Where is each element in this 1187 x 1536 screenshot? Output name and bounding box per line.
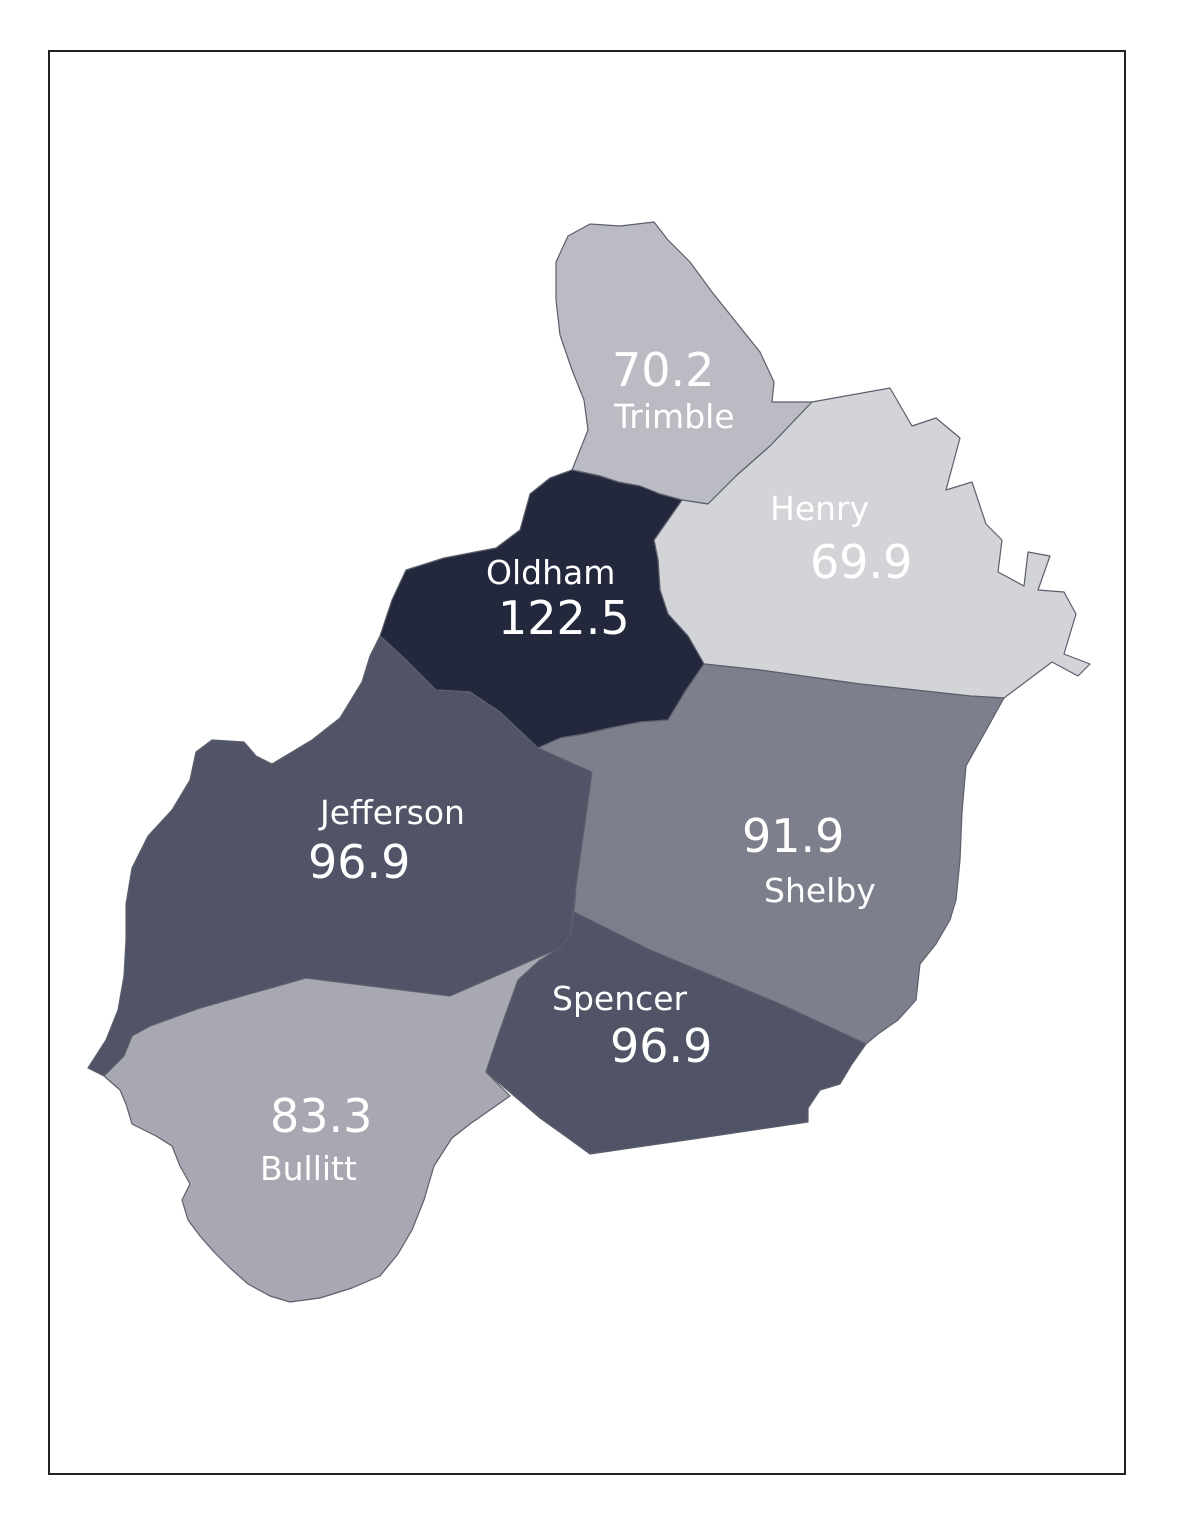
spencer-value: 96.9: [610, 1019, 712, 1073]
trimble-name: Trimble: [613, 397, 735, 436]
jefferson-value: 96.9: [308, 835, 410, 889]
trimble-value: 70.2: [612, 343, 714, 397]
jefferson-name: Jefferson: [318, 793, 465, 832]
bullitt-name: Bullitt: [260, 1149, 357, 1188]
oldham-value: 122.5: [498, 591, 630, 645]
county-shelby[interactable]: [537, 663, 1005, 1045]
shelby-value: 91.9: [742, 809, 844, 863]
bullitt-value: 83.3: [270, 1089, 372, 1143]
oldham-name: Oldham: [486, 553, 615, 592]
henry-name: Henry: [770, 489, 869, 528]
spencer-name: Spencer: [552, 979, 688, 1018]
county-bullitt[interactable]: [103, 947, 561, 1303]
map-frame: [48, 50, 1126, 1475]
henry-value: 69.9: [810, 535, 912, 589]
shelby-name: Shelby: [764, 871, 876, 910]
